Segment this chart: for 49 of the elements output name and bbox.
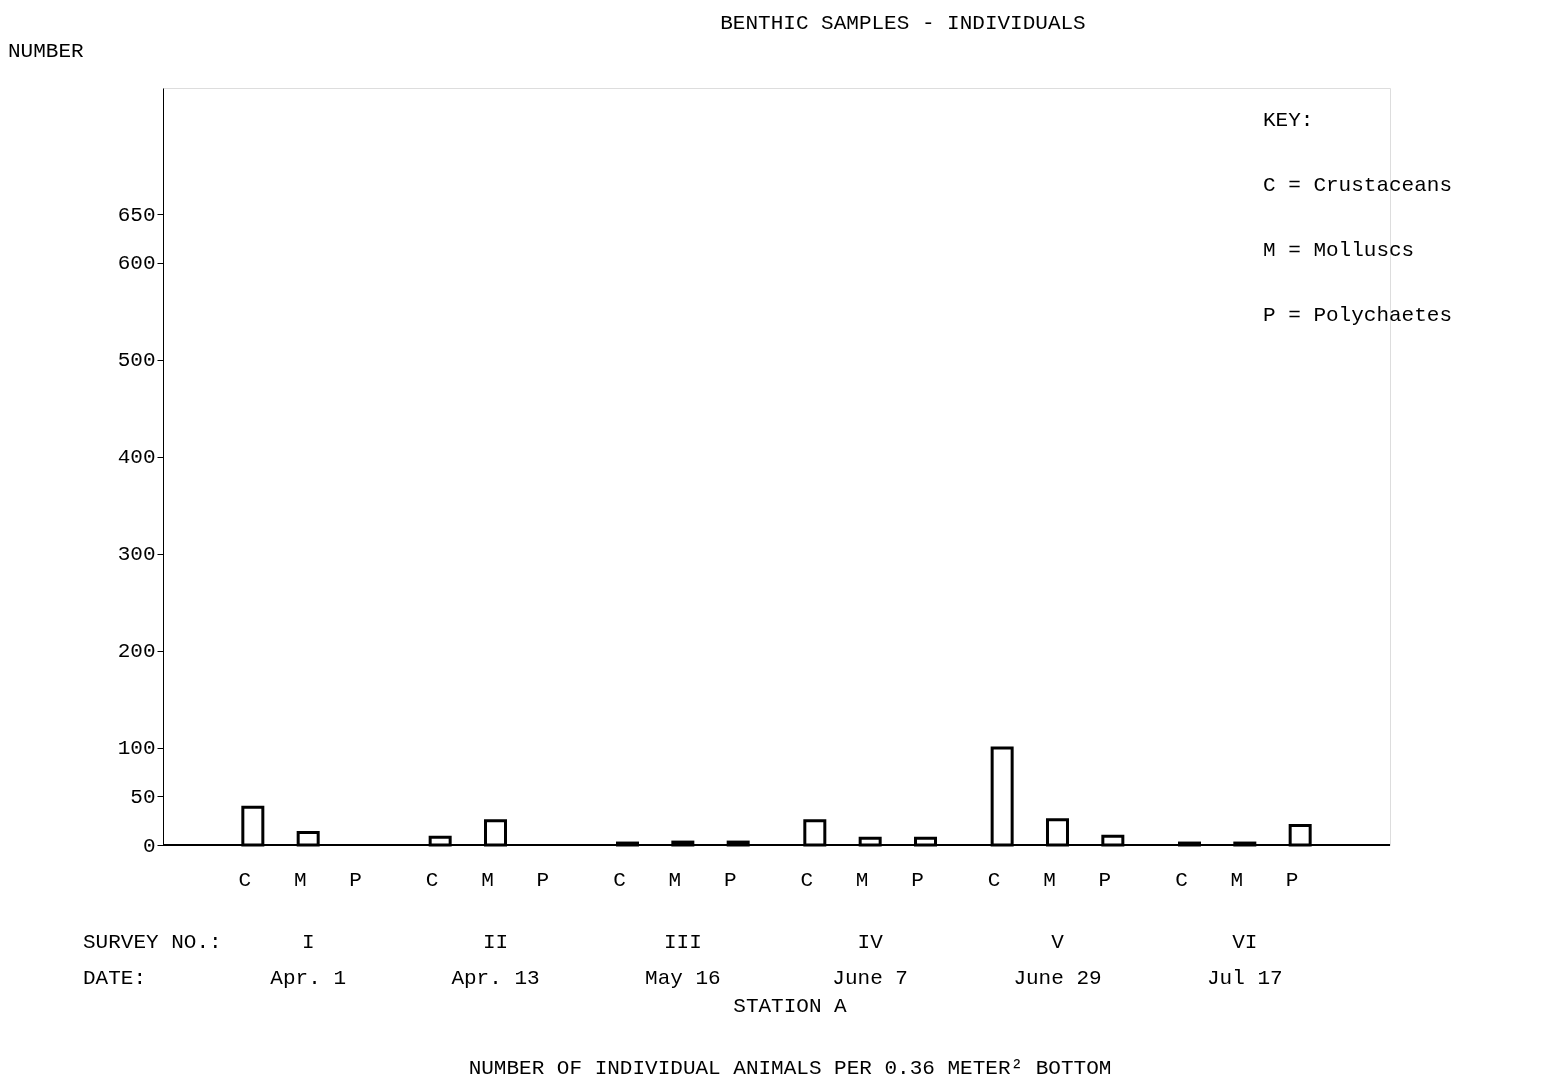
text: Apr. 1 [270,967,346,990]
text: M [481,869,494,892]
y-tick-label: 300 [117,543,156,567]
text: M [668,869,682,892]
y-tick-label: 400 [117,446,156,470]
series-label: C [238,869,252,892]
text: SURVEY NO.: [83,931,222,954]
legend-title: KEY: [1263,109,1314,132]
text: Apr. 13 [451,967,540,990]
text: C [425,869,439,892]
text: NUMBER OF INDIVIDUAL ANIMALS PER 0.36 METER² BOTTOM [468,1057,1112,1080]
x-tick-label: V [1051,930,1065,954]
text: C [800,869,814,892]
annotation: C = Crustaceans [1263,174,1453,197]
x-tick-label: I [301,930,315,954]
x-tick-label: VI [1232,930,1258,954]
x-tick-label: III [663,930,702,954]
text: M [855,869,869,892]
text: P [1098,869,1112,892]
y-tick-label: 650 [117,203,156,227]
text: M [1043,869,1056,892]
series-label: M [293,869,307,892]
y-tick-label: 50 [130,785,156,809]
y-tick-label: 600 [117,252,156,276]
x-axis-title: STATION A [733,995,848,1018]
chart-title: BENTHIC SAMPLES - INDIVIDUALS [720,12,1086,35]
text: C [1175,869,1188,892]
annotation: M = Molluscs [1263,239,1415,262]
y-tick-label: 100 [117,737,156,761]
text: M [1230,869,1244,892]
x-tick-label: IV [857,930,884,954]
text: June 29 [1013,967,1102,990]
text: P [536,869,550,892]
text: C [613,869,626,892]
y-axis-title: NUMBER [8,40,85,63]
annotation: P = Polychaetes [1263,304,1453,327]
text: May 16 [645,967,721,990]
text: June 7 [832,967,908,990]
text: Jul 17 [1207,967,1283,990]
text: DATE: [83,967,147,990]
text: P [1285,869,1299,892]
y-tick-label: 500 [117,349,156,373]
text: P [349,869,362,892]
y-tick-label: 0 [142,834,156,858]
series-label: P [723,869,737,892]
text: P [911,869,924,892]
text: C [987,869,1001,892]
y-tick-label: 200 [117,640,156,664]
x-tick-label: II [482,930,509,954]
